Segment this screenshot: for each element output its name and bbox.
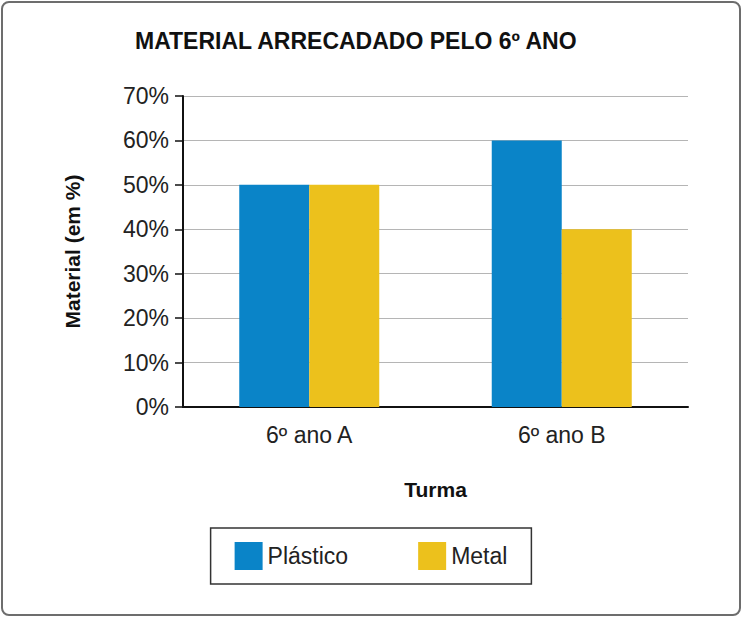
svg-text:40%: 40% (123, 216, 169, 242)
svg-text:Metal: Metal (451, 543, 507, 569)
svg-text:10%: 10% (123, 350, 169, 376)
svg-text:6º ano A: 6º ano A (266, 422, 353, 448)
svg-text:70%: 70% (123, 83, 169, 109)
svg-text:20%: 20% (123, 305, 169, 331)
svg-text:60%: 60% (123, 127, 169, 153)
svg-text:0%: 0% (136, 394, 169, 420)
svg-text:6º ano B: 6º ano B (518, 422, 606, 448)
svg-text:Material (em %): Material (em %) (61, 174, 84, 328)
svg-text:50%: 50% (123, 172, 169, 198)
svg-text:30%: 30% (123, 261, 169, 287)
svg-text:MATERIAL ARRECADADO PELO 6º AN: MATERIAL ARRECADADO PELO 6º ANO (135, 28, 577, 54)
svg-text:Plástico: Plástico (268, 543, 349, 569)
svg-text:Turma: Turma (404, 478, 467, 501)
